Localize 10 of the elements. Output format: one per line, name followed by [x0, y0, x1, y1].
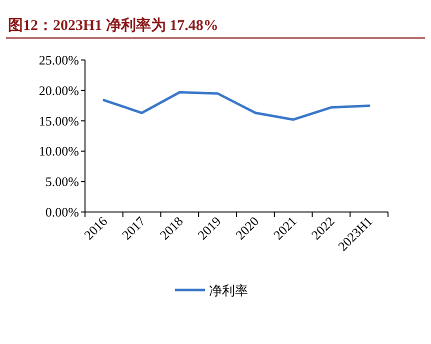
y-tick-label: 20.00%	[38, 82, 80, 98]
legend-label: 净利率	[209, 283, 248, 298]
line-series	[102, 90, 370, 121]
y-tick-label: 0.00%	[45, 204, 80, 220]
title: 图12：2023H1 净利率为 17.48%	[8, 18, 218, 34]
y-tick-label: 25.00%	[38, 52, 80, 68]
y-tick-label: 15.00%	[38, 113, 80, 128]
y-tick-label: 10.00%	[38, 144, 80, 159]
x-tick-label: 2021	[270, 214, 300, 243]
y-tick-label: 5.00%	[45, 174, 80, 190]
